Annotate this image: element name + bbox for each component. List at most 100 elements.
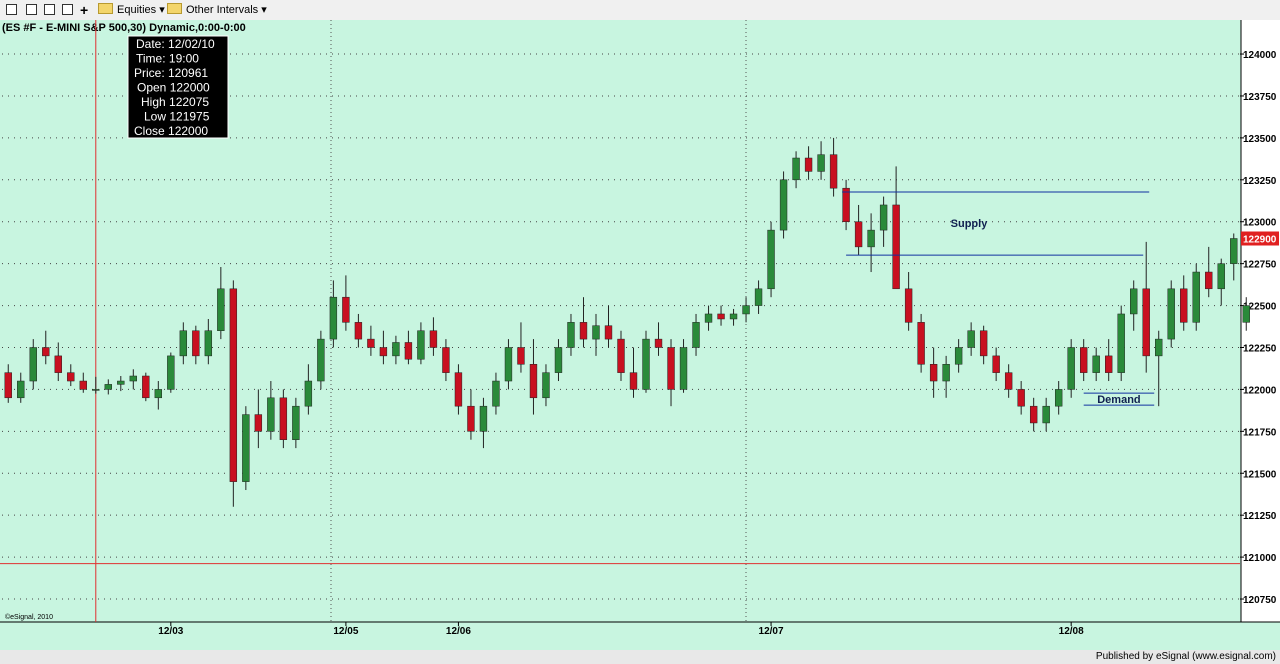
candle-body	[1042, 405, 1050, 424]
candle-body	[942, 364, 950, 382]
candle-body	[1230, 238, 1238, 264]
candle-body	[429, 330, 438, 348]
candle-body	[529, 364, 538, 399]
candle-body	[329, 296, 338, 340]
candle-body	[1217, 263, 1225, 290]
chart-title: (ES #F - E-MINI S&P 500,30) Dynamic,0:00…	[2, 22, 246, 34]
candle-body	[354, 322, 363, 340]
y-tick-label: 123750	[1243, 92, 1277, 103]
menu-label: Equities	[117, 4, 157, 16]
candle-body	[92, 389, 100, 391]
candle-body	[629, 372, 638, 390]
candle-body	[1192, 271, 1200, 323]
y-tick-label: 122500	[1243, 302, 1277, 313]
y-tick-label: 123500	[1243, 134, 1277, 145]
candle-body	[554, 347, 563, 373]
chart: (ES #F - E-MINI S&P 500,30) Dynamic,0:00…	[0, 20, 1280, 650]
candle-body	[54, 355, 62, 373]
candle-body	[1029, 405, 1038, 424]
candle-body	[304, 380, 313, 407]
y-tick-label: 122750	[1243, 260, 1277, 271]
candle-body	[367, 338, 375, 348]
y-tick-label: 121750	[1243, 427, 1277, 438]
candle-body	[442, 347, 450, 373]
candle-body	[29, 347, 37, 382]
candle-body	[454, 372, 463, 407]
candle-body	[892, 204, 900, 290]
candle-body	[1242, 305, 1250, 323]
candle-body	[667, 347, 675, 390]
candle-body	[867, 229, 875, 248]
tooltip-box	[127, 35, 229, 139]
y-tick-label: 124000	[1243, 50, 1277, 61]
candle-body	[167, 355, 175, 390]
tooltip-line: Low 121975	[144, 110, 210, 124]
candle-body	[379, 347, 388, 357]
footer: Published by eSignal (www.esignal.com)	[0, 650, 1280, 664]
last-price-box	[1241, 231, 1279, 246]
y-tick-label: 123000	[1243, 218, 1277, 229]
candle-body	[804, 157, 813, 172]
tooltip-line: Close 122000	[134, 124, 208, 138]
candle-body	[104, 384, 112, 390]
candle-body	[917, 322, 925, 365]
candle-body	[1155, 338, 1163, 357]
candle-body	[292, 405, 300, 440]
tool-icon[interactable]	[6, 4, 17, 15]
candle-body	[742, 305, 750, 315]
tooltip-line: Open 122000	[137, 81, 210, 95]
candle-body	[567, 322, 575, 348]
candle-body	[217, 288, 225, 331]
candle-body	[704, 313, 713, 323]
y-tick-label: 121500	[1243, 469, 1277, 480]
tool-icon[interactable]	[26, 4, 37, 15]
candle-body	[1004, 372, 1013, 390]
candle-body	[117, 380, 125, 385]
candle-body	[229, 288, 238, 482]
candle-body	[904, 288, 913, 323]
candle-body	[854, 221, 863, 248]
candle-body	[317, 338, 325, 382]
candle-body	[767, 229, 775, 290]
candle-body	[1105, 355, 1113, 373]
candle-body	[829, 154, 838, 189]
candle-body	[929, 364, 938, 382]
tool-icon[interactable]	[62, 4, 73, 15]
tool-icon[interactable]	[44, 4, 55, 15]
candle-body	[642, 338, 650, 390]
candle-body	[792, 157, 800, 181]
last-price-label: 122900	[1243, 234, 1277, 245]
menu-label: Other Intervals	[186, 4, 259, 16]
candle-body	[42, 347, 50, 357]
y-tick-label: 120750	[1243, 595, 1277, 606]
candle-body	[492, 380, 500, 407]
y-tick-label: 122250	[1243, 343, 1277, 354]
zone-label: Supply	[951, 218, 989, 230]
candle-body	[142, 375, 150, 399]
y-tick-label: 122000	[1243, 385, 1277, 396]
x-tick-label: 12/07	[759, 626, 784, 637]
x-tick-label: 12/05	[333, 626, 358, 637]
candle-body	[267, 397, 275, 432]
footer-text: Published by eSignal (www.esignal.com)	[1095, 651, 1276, 662]
candle-body	[504, 347, 513, 382]
y-tick-label: 123250	[1243, 176, 1277, 187]
candle-body	[467, 405, 475, 432]
candle-body	[954, 347, 963, 365]
candle-body	[1017, 389, 1025, 407]
x-tick-label: 12/06	[446, 626, 471, 637]
candle-body	[192, 330, 200, 357]
intervals-menu[interactable]: Other Intervals ▾	[167, 3, 267, 17]
candle-body	[404, 342, 413, 360]
x-tick-label: 12/08	[1059, 626, 1084, 637]
tooltip-line: Time: 19:00	[136, 52, 199, 66]
candle-body	[1117, 313, 1125, 373]
candle-body	[4, 372, 12, 399]
candle-body	[842, 187, 850, 222]
add-button[interactable]: +	[80, 2, 89, 18]
candle-body	[754, 288, 763, 306]
equities-menu[interactable]: Equities ▾	[98, 3, 165, 17]
candle-body	[1167, 288, 1175, 340]
candle-body	[242, 414, 250, 482]
candle-body	[1079, 347, 1088, 373]
